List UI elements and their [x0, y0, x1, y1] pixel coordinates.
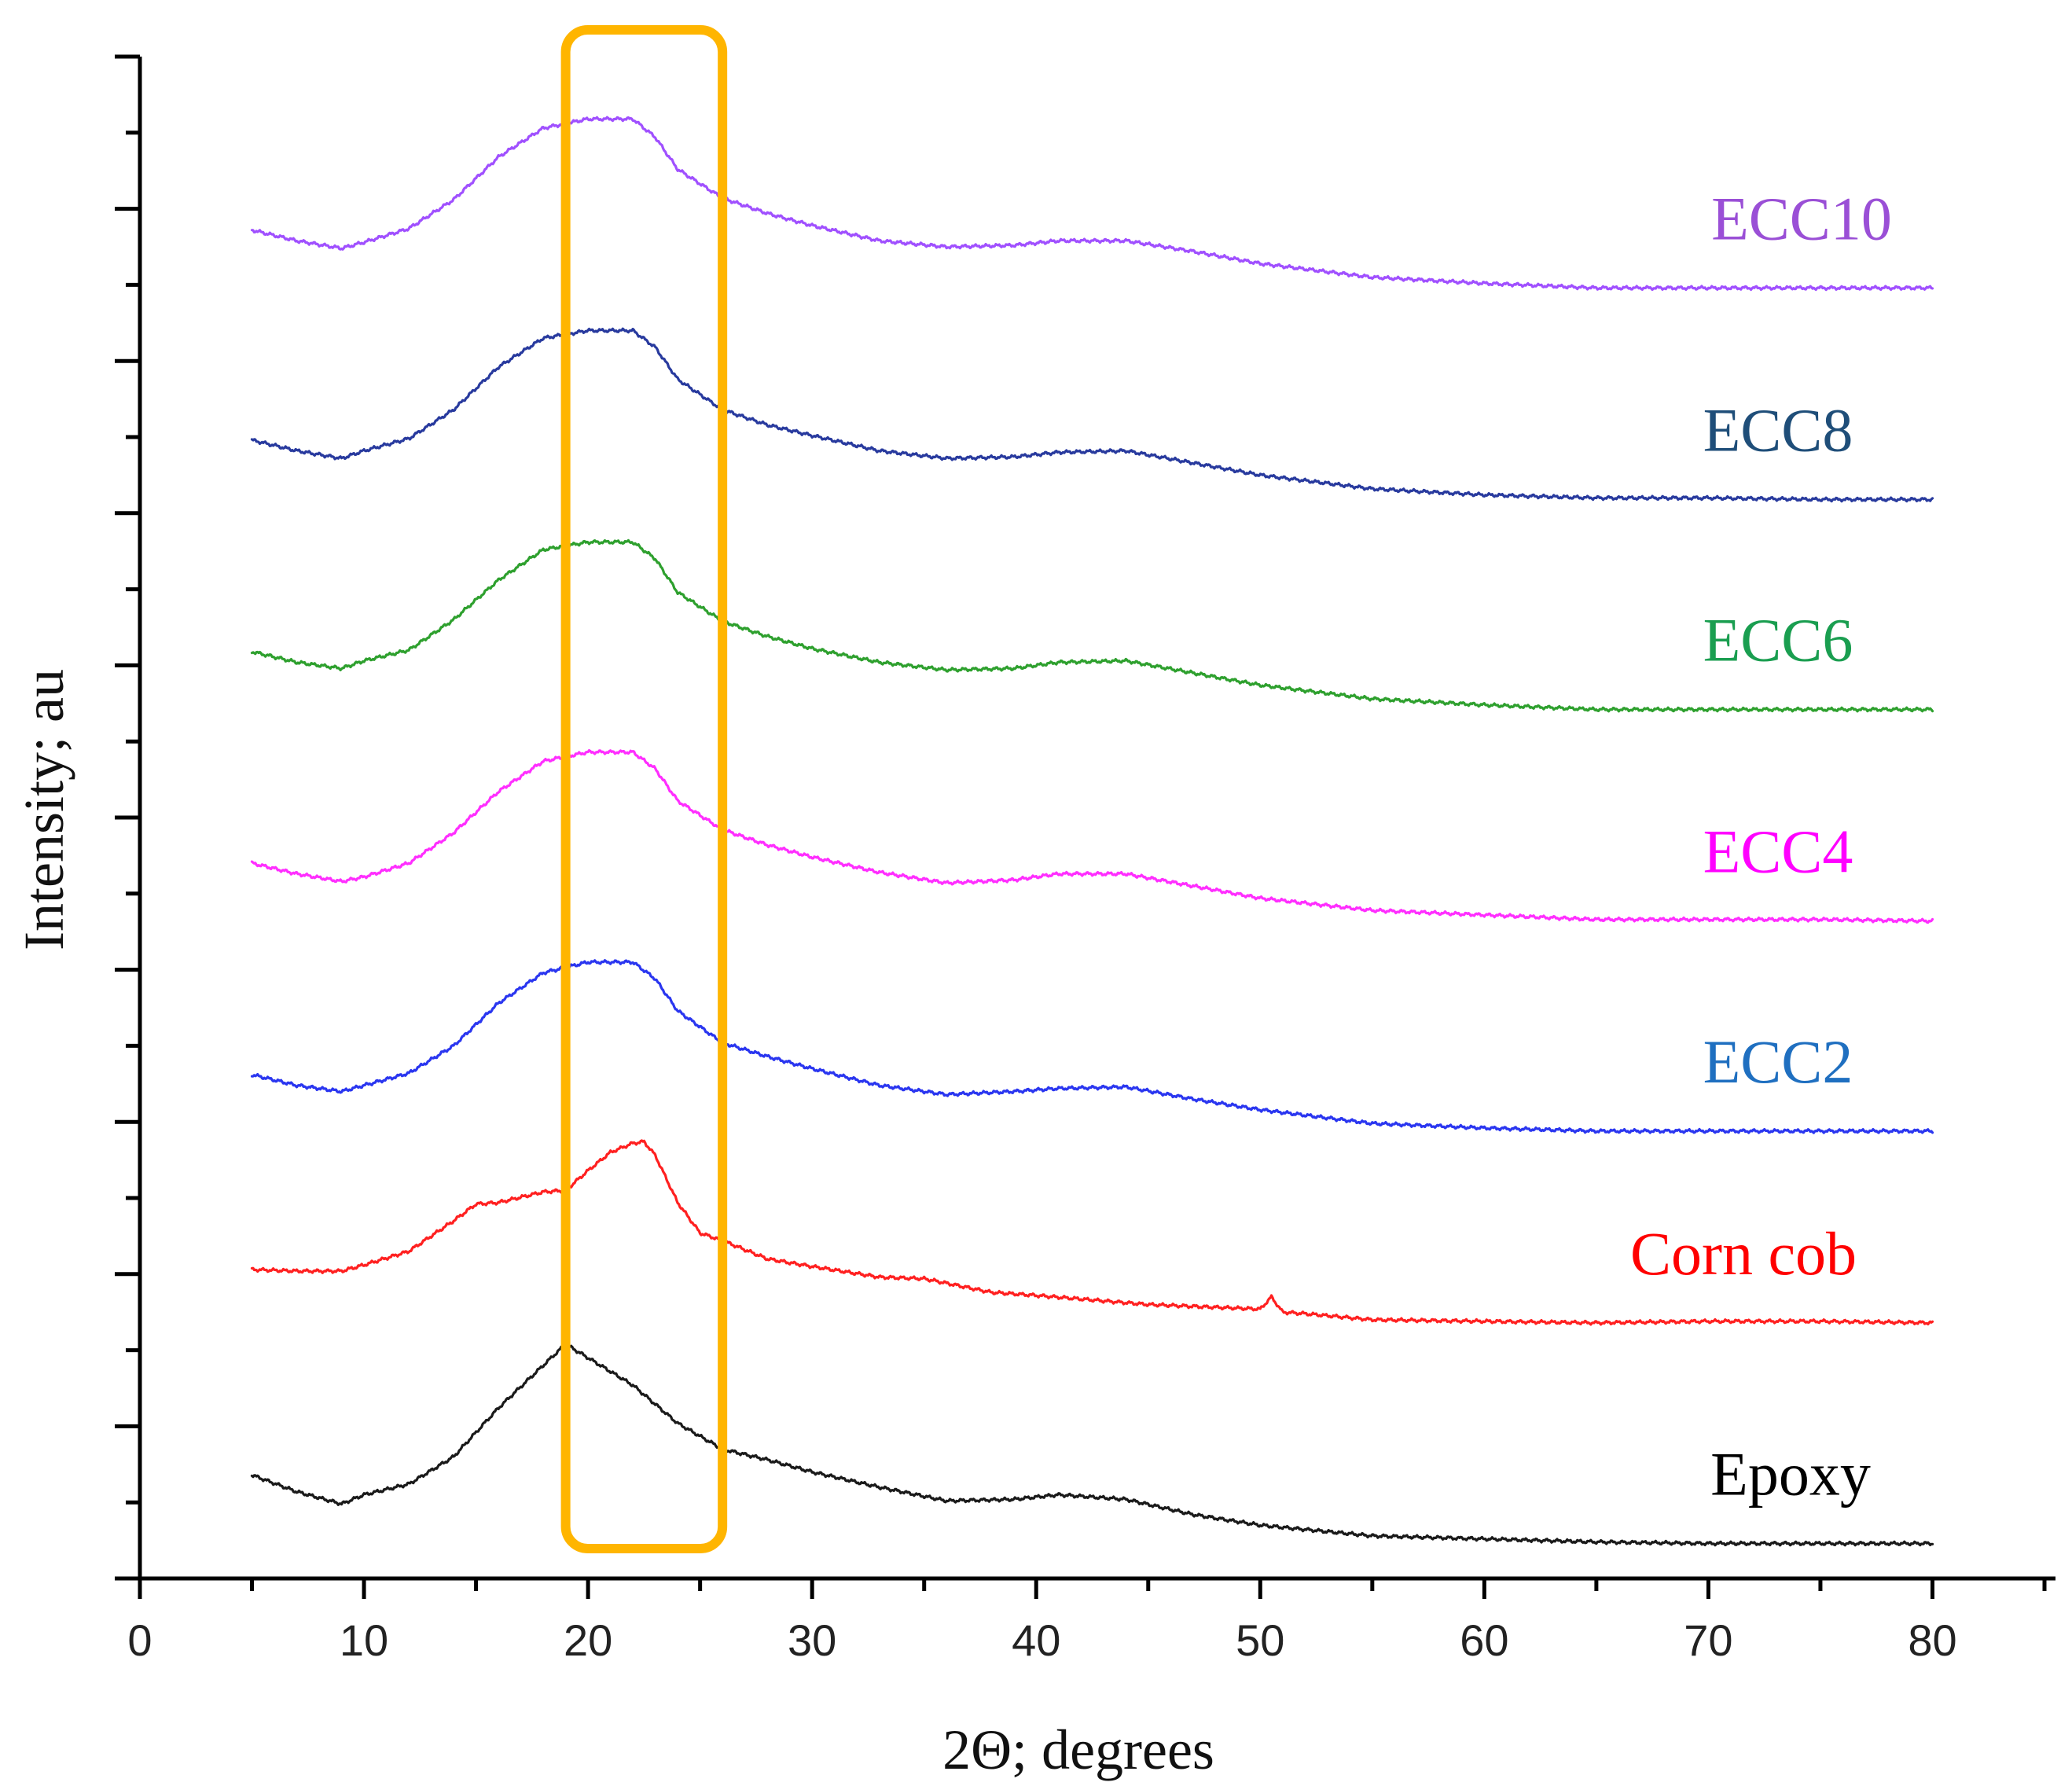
x-tick-label: 0	[127, 1615, 152, 1665]
series-label-ecc4: ECC4	[1703, 818, 1853, 886]
x-tick-label: 10	[340, 1615, 388, 1665]
series-label-ecc6: ECC6	[1703, 606, 1853, 674]
series-line-ecc4	[250, 748, 1934, 924]
x-tick-label: 30	[788, 1615, 836, 1665]
series-label-corn-cob: Corn cob	[1630, 1219, 1857, 1288]
x-tick-label: 80	[1908, 1615, 1956, 1665]
series-labels: Epoxy Corn cob ECC2 ECC4 ECC6 ECC8 ECC10	[1630, 184, 1892, 1508]
axes	[138, 57, 2055, 1581]
x-axis-title: 2Θ; degrees	[942, 1718, 1214, 1781]
x-tick-label: 60	[1460, 1615, 1508, 1665]
x-tick-label: 70	[1684, 1615, 1732, 1665]
x-tick-label: 20	[564, 1615, 612, 1665]
series-label-ecc8: ECC8	[1703, 395, 1853, 464]
series-label-ecc2: ECC2	[1703, 1027, 1853, 1096]
x-tick-label: 40	[1012, 1615, 1060, 1665]
x-tick-label: 50	[1236, 1615, 1284, 1665]
y-axis-title: Intensity; au	[13, 669, 75, 950]
series-label-ecc10: ECC10	[1711, 184, 1892, 252]
series-line-ecc2	[250, 959, 1934, 1134]
axis-ticks: 0 10 20 30 40 50 60 70 80	[115, 54, 2047, 1665]
highlight-layer	[560, 25, 728, 1553]
series-label-epoxy: Epoxy	[1710, 1439, 1871, 1508]
series-line-ecc6	[250, 538, 1934, 713]
series-lines	[250, 116, 1934, 1547]
series-line-ecc10	[250, 116, 1934, 292]
series-line-ecc8	[250, 327, 1934, 503]
series-line-corn-cob	[250, 1139, 1934, 1326]
series-line-epoxy	[250, 1343, 1934, 1547]
highlight-box	[560, 25, 728, 1553]
